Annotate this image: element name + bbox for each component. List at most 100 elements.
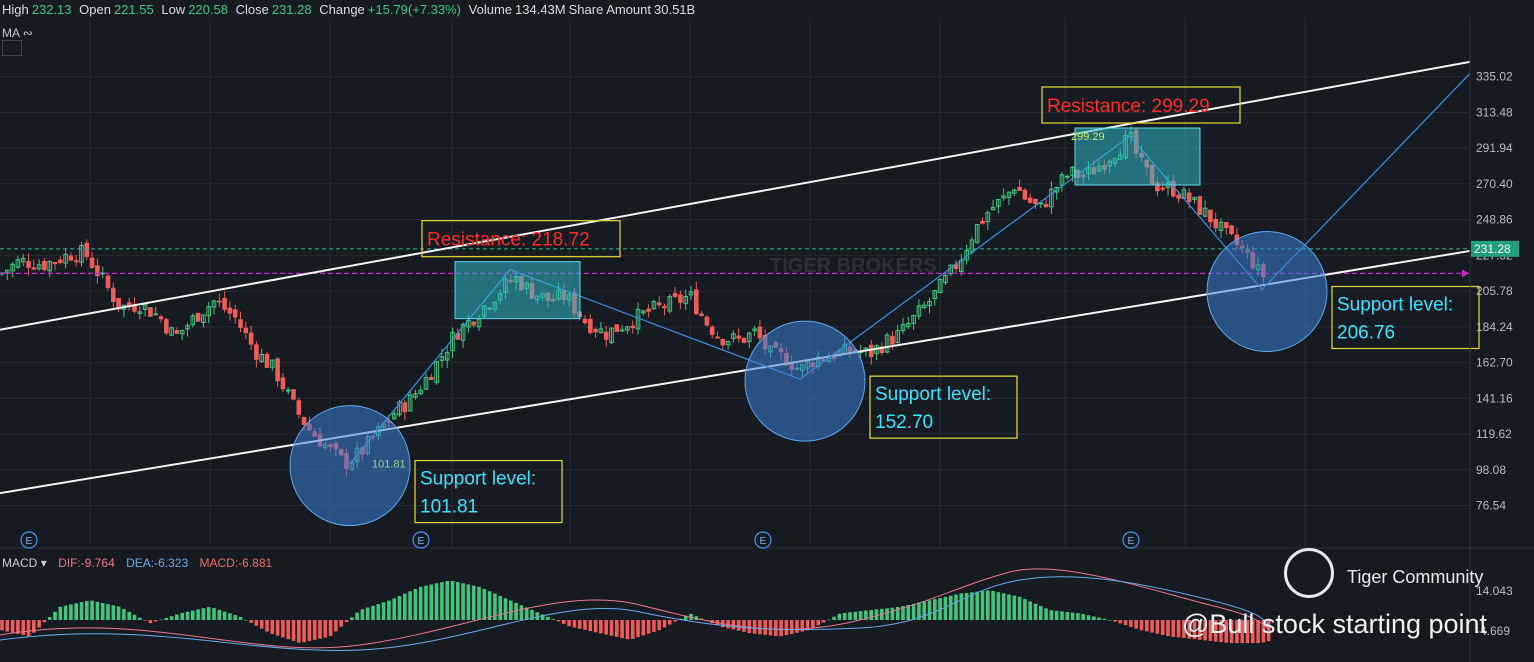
macd-bar [0,620,4,631]
macd-bar [1001,593,1006,620]
dropdown-icon[interactable]: ▾ [40,556,47,570]
candle-body [26,260,31,268]
macd-bar [1102,618,1107,620]
macd-bar [551,619,555,620]
candle-body [5,269,10,274]
macd-bar [731,620,736,630]
macd-bar [1160,620,1165,635]
macd-bar [365,607,370,620]
macd-bar [986,590,990,620]
macd-bar [5,620,10,632]
settings-box[interactable] [2,40,22,56]
macd-bar [191,610,195,620]
macd-bar [1123,620,1128,626]
macd-bar [482,588,487,620]
macd-bar [837,613,842,620]
candle-body [391,413,397,420]
candle-body [683,295,689,305]
macd-bar [943,596,948,620]
candle-body [439,356,445,362]
high-key: High [2,2,29,17]
eye-off-icon[interactable]: ∾ [22,26,33,40]
candle-body [84,242,90,257]
macd-bar [69,604,73,620]
candle-body [434,361,439,383]
macd-bar [1017,596,1022,620]
candle-body [153,313,158,316]
macd-bar [1208,620,1213,641]
macd-bar [509,600,513,620]
price-tick-label: 119.62 [1476,427,1512,441]
macd-bar [466,584,471,620]
macd-bar [143,620,147,621]
macd-bar [111,605,116,620]
ma-label: MA [2,26,20,40]
candle-body [1176,194,1181,199]
macd-bar [1266,620,1271,642]
macd-bar [530,609,534,620]
ma-indicator[interactable]: MA ∾ [2,26,33,56]
support-label: Support level: [1337,294,1453,315]
candle-body [630,325,636,329]
macd-bar [779,620,783,637]
candle-body [148,307,153,317]
candle-body [672,292,678,297]
candle-body [884,334,890,353]
price-tick-label: 335.02 [1476,70,1513,84]
macd-bar [1219,620,1223,643]
macd-bar [652,620,656,632]
support-label-box [869,375,1018,439]
earnings-marker-label: E [1128,536,1135,547]
macd-bar [37,620,41,628]
volume-key: Volume [468,2,513,17]
author-watermark: @Bull stock starting point [1182,609,1488,639]
macd-legend[interactable]: MACD ▾ DIF:-9.764 DEA:-6.323 MACD:-6.881 [2,556,272,570]
price-tick-label: 98.08 [1476,463,1506,477]
candle-body [15,259,21,268]
candle-body [1224,222,1229,229]
macd-bar [461,583,465,620]
macd-bar [1092,616,1096,620]
candle-body [916,305,922,317]
candle-body [79,244,84,263]
candle-body [868,344,874,358]
macd-dea-line [0,576,1271,651]
macd-bar [440,582,444,620]
candle-body [725,340,731,346]
magenta-arrow [1462,269,1469,278]
candle-body [1218,221,1224,231]
macd-bar [646,620,651,634]
price-tick-label: 141.16 [1476,391,1513,405]
price-tick-label: 270.40 [1476,177,1513,191]
macd-bar [975,591,979,620]
candle-body [201,314,206,324]
channel-upper-line [0,60,1471,331]
macd-dea: DEA:-6.323 [126,556,189,570]
macd-bar [948,595,953,620]
macd-bar [1070,612,1075,620]
macd-bar [397,596,402,620]
macd-bar [1081,614,1085,620]
candle-body [1197,196,1203,215]
price-tick-label: 291.94 [1476,141,1513,155]
macd-bar [132,614,137,620]
macd-bar [63,605,68,620]
candle-body [752,328,757,332]
macd-bar [1054,610,1059,620]
candle-body [667,296,673,312]
community-label: Tiger Community [1347,567,1484,587]
macd-bar [784,620,789,636]
open-value: 221.55 [113,2,154,17]
macd-bar [1044,608,1048,620]
quote-header: High 232.13 Open 221.55 Low 220.58 Close 231… [2,2,698,17]
macd-bar [424,585,428,620]
macd-bar [906,604,911,620]
resistance-label: Resistance: 218.72 [427,230,590,251]
candle-body [747,332,752,342]
earnings-marker-label: E [760,536,767,547]
candle-body [1022,189,1028,200]
open-key: Open [79,2,111,17]
share-amount-key: Share Amount [568,2,651,17]
macd-bar [1176,620,1181,638]
